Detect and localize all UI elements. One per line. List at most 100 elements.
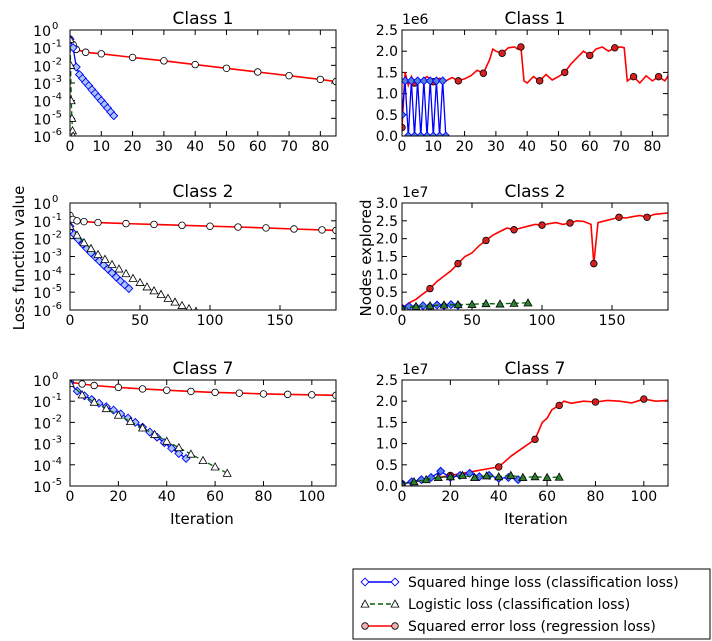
data-point (259, 390, 268, 398)
data-point (308, 391, 316, 399)
data-point (629, 72, 638, 81)
x-tick-label: 10 (424, 139, 442, 155)
data-point (332, 391, 336, 399)
chart-panel-2: Class 1 1e6 0 10 20 30 40 50 60 70 80 0.0 0.5 1.0 1.5 2… (376, 9, 669, 155)
data-point (170, 297, 180, 306)
data-point (402, 303, 406, 310)
data-point (89, 397, 99, 406)
legend-marker (390, 577, 400, 587)
y-tick-label: 10 (33, 215, 51, 231)
x-tick-label: 60 (249, 139, 267, 155)
y-tick-label: 10 (33, 42, 51, 58)
y-tick-exponent: -4 (52, 456, 62, 467)
data-point (535, 77, 544, 85)
data-point (457, 470, 468, 479)
data-point (591, 398, 600, 406)
y-tick-label: 0.5 (376, 285, 398, 301)
data-point (531, 435, 539, 444)
data-point (510, 226, 518, 234)
data-point (419, 76, 429, 86)
data-point (163, 293, 173, 302)
data-point (454, 259, 462, 268)
data-point (114, 264, 124, 273)
x-tick-label: 60 (581, 139, 599, 155)
data-point (436, 466, 446, 476)
series-group (70, 34, 336, 136)
y-tick-label: 10 (33, 304, 51, 320)
data-point (435, 131, 445, 136)
x-tick-label: 80 (587, 489, 605, 505)
y-tick-exponent: -6 (52, 301, 62, 312)
x-tick-label: 0 (398, 313, 407, 329)
data-point (150, 220, 158, 229)
x-tick-label: 40 (158, 489, 176, 505)
y-tick-exponent: 0 (52, 21, 58, 32)
series-group (70, 211, 336, 310)
data-point (438, 76, 448, 86)
y-tick-label: 2.0 (376, 394, 398, 410)
data-point (402, 76, 410, 86)
data-point (97, 50, 105, 58)
x-tick-label: 60 (538, 489, 556, 505)
y-tick-label: 3.0 (376, 196, 398, 212)
data-point (187, 387, 195, 396)
y-tick-label: 2.0 (376, 232, 398, 248)
plot-frame (401, 29, 669, 137)
x-tick-label: 20 (456, 139, 474, 155)
data-point (235, 389, 243, 397)
data-point (125, 416, 136, 426)
y-tick-exponent: 0 (52, 371, 58, 382)
y-tick-label: 1.0 (376, 87, 398, 103)
data-point (210, 462, 220, 471)
data-point (554, 472, 564, 481)
ylabel-right: Nodes explored (357, 199, 375, 316)
data-point (316, 75, 325, 84)
data-point (523, 298, 533, 307)
data-point (93, 249, 103, 258)
data-point (113, 410, 123, 419)
y-tick-exponent: -1 (52, 39, 62, 50)
data-point (467, 299, 477, 308)
y-tick-exponent: -5 (52, 477, 62, 488)
data-point (290, 225, 298, 233)
series-group (402, 212, 668, 310)
data-point (402, 110, 407, 120)
data-point (426, 284, 434, 293)
data-point (404, 301, 414, 310)
data-point (234, 223, 242, 231)
y-tick-label: 0.0 (376, 303, 398, 319)
y-tick-exponent: -1 (52, 392, 62, 403)
data-point (77, 390, 87, 399)
data-point (615, 213, 623, 221)
data-point (178, 221, 186, 230)
data-point (70, 113, 77, 122)
y-tick-exponent: -6 (52, 127, 62, 138)
y-tick-exponent: -5 (52, 283, 62, 294)
legend-marker (360, 599, 370, 608)
x-tick-label: 50 (218, 139, 236, 155)
x-tick-label: 100 (630, 489, 657, 505)
data-point (494, 471, 504, 481)
data-point (586, 51, 594, 60)
data-point (135, 277, 145, 286)
data-point (482, 471, 492, 480)
data-point (122, 219, 130, 228)
x-tick-label: 60 (206, 489, 224, 505)
y-tick-exponent: -4 (52, 265, 62, 276)
data-point (194, 306, 198, 310)
y-tick-exponent: -3 (52, 435, 62, 446)
data-point (433, 472, 443, 482)
data-point (332, 226, 336, 235)
x-tick-label: 30 (487, 139, 505, 155)
y-tick-label: 10 (33, 438, 51, 454)
x-tick-label: 10 (92, 139, 110, 155)
data-point (191, 60, 199, 69)
data-point (198, 455, 208, 464)
data-point (142, 282, 152, 291)
data-point (186, 449, 196, 458)
data-point (160, 57, 168, 65)
data-point (428, 131, 438, 136)
y-tick-exponent: -3 (52, 74, 62, 85)
data-point (611, 44, 619, 52)
data-point (409, 131, 420, 136)
